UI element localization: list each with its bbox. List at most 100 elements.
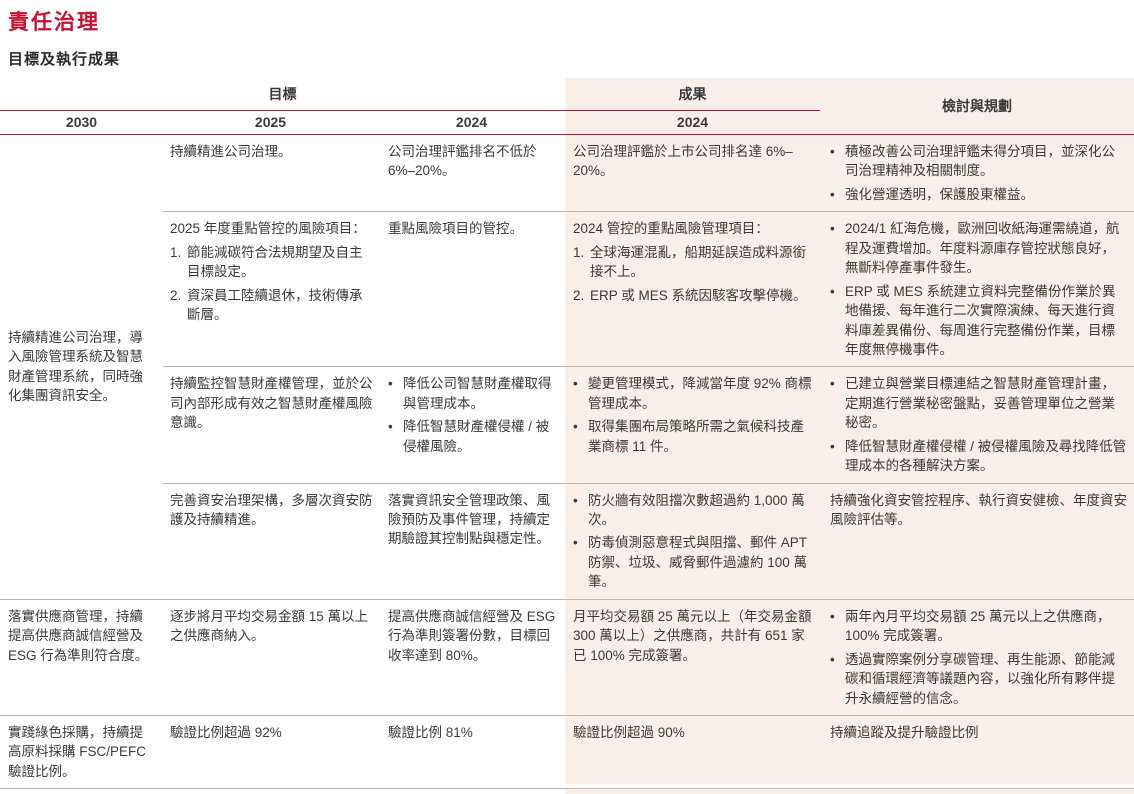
cell-paragraph: 月平均交易額 25 萬元以上（年交易金額 300 萬以上）之供應商，共計有 65… <box>573 608 812 663</box>
cell-paragraph: 驗證比例超過 92% <box>170 724 282 740</box>
cell-paragraph: 2024 管控的重點風險管理項目： <box>573 221 769 237</box>
table-header: 目標 成果 2030 2025 2024 2024 檢討與規劃 <box>0 78 1134 135</box>
page-title: 責任治理 <box>8 11 100 34</box>
cell-result-2024: 2024 管控的重點風險管理項目： 1. 全球海運混亂，船期延誤造成料源銜接不上。 2… <box>565 212 820 367</box>
cell-list-item: • 防火牆有效阻擋次數超過約 1,000 萬次。 <box>573 491 812 530</box>
cell-list-item: • 降低智慧財產權侵權 / 被侵權風險及尋找降低管理成本的各種解決方案。 <box>830 437 1128 476</box>
cell-paragraph: 落實資訊安全管理政策、風險預防及事件管理，持續定期驗證其控制點與穩定性。 <box>388 492 550 547</box>
item-text: 防火牆有效阻擋次數超過約 1,000 萬次。 <box>588 492 805 527</box>
cell-list-item: • 降低智慧財產權侵權 / 被侵權風險。 <box>388 417 559 456</box>
cell-list-item: • 變更管理模式，降減當年度 92% 商標管理成本。 <box>573 374 812 413</box>
cell-goal-2024: 提高供應商誠信經營及 ESG 行為準則簽署份數，目標回收率達到 80%。 <box>378 600 565 715</box>
cell-paragraph: 實踐綠色採購，持續提高原料採購 FSC/PEFC 驗證比例。 <box>8 724 147 779</box>
cell-paragraph: 持續強化資安管控程序、執行資安健檢、年度資安風險評估等。 <box>830 492 1127 527</box>
cell-list-item: • 已建立與營業目標連結之智慧財產管理計畫，定期進行營業秘密盤點，妥善管理單位之營… <box>830 374 1128 432</box>
cell-goal-2024: 落實資訊安全管理政策、風險預防及事件管理，持續定期驗證其控制點與穩定性。 <box>378 484 565 599</box>
number-marker: 1. <box>170 244 182 260</box>
item-text: 強化營運透明，保護股東權益。 <box>845 186 1034 202</box>
item-text: 資深員工陸續退休，技術傳承斷層。 <box>187 287 363 323</box>
cell-list-item: 1. 節能減碳符合法規期望及自主目標設定。 <box>170 243 373 282</box>
cell-goal-2030: 持續精進公司治理，導入風險管理系統及智慧財產管理系統，同時強化集團資訊安全。 <box>0 135 163 599</box>
table-tail-band <box>0 789 1134 794</box>
item-text: 節能減碳符合法規期望及自主目標設定。 <box>187 244 363 280</box>
cell-result-2024: 公司治理評鑑於上市公司排名達 6%–20%。 <box>565 135 820 212</box>
table-row: 持續精進公司治理。 公司治理評鑑排名不低於 6%–20%。 公司治理評鑑於上市公司排… <box>163 135 1134 212</box>
cell-paragraph: 驗證比例 81% <box>388 724 473 740</box>
cell-paragraph: 落實供應商管理，持續提高供應商誠信經營及 ESG 行為準則符合度。 <box>8 608 149 663</box>
bullet-marker: • <box>573 492 578 508</box>
cell-result-2024: 驗證比例超過 90% <box>565 715 820 784</box>
section-title: 目標及執行成果 <box>8 51 121 68</box>
item-text: 已建立與營業目標連結之智慧財產管理計畫，定期進行營業秘密盤點，妥善管理單位之營業… <box>845 376 1115 431</box>
header-year-row: 2030 2025 2024 2024 <box>0 111 820 134</box>
cell-review: • 積極改善公司治理評鑑未得分項目，並深化公司治理精神及相關制度。 • 強化營運透明，… <box>820 135 1134 212</box>
table-row-group: 實踐綠色採購，持續提高原料採購 FSC/PEFC 驗證比例。 驗證比例超過 92%… <box>0 714 1134 788</box>
number-marker: 2. <box>573 287 585 303</box>
cell-paragraph: 持續追蹤及提升驗證比例 <box>830 724 979 740</box>
table-row-group: 持續精進公司治理，導入風險管理系統及智慧財產管理系統，同時強化集團資訊安全。 持續… <box>0 135 1134 599</box>
table-body: 持續精進公司治理，導入風險管理系統及智慧財產管理系統，同時強化集團資訊安全。 持續… <box>0 135 1134 790</box>
cell-review: 持續追蹤及提升驗證比例 <box>820 715 1134 784</box>
table-row: 持續監控智慧財產權管理，並於公司內部形成有效之智慧財產權風險意識。 • 降低公司智慧… <box>163 366 1134 483</box>
table-row: 逐步將月平均交易金額 15 萬以上之供應商納入。 提高供應商誠信經營及 ESG 行… <box>163 599 1134 715</box>
cell-paragraph: 完善資安治理架構，多層次資安防護及持續精進。 <box>170 492 373 527</box>
cell-paragraph: 持續監控智慧財產權管理，並於公司內部形成有效之智慧財產權風險意識。 <box>170 376 373 431</box>
item-text: ERP 或 MES 系統因駭客攻擊停機。 <box>590 287 807 303</box>
cell-list-item: • 2024/1 紅海危機，歐洲回收紙海運需繞道，航程及運費增加。年度料源庫存管控… <box>830 219 1128 277</box>
cell-review: • 兩年內月平均交易額 25 萬元以上之供應商，100% 完成簽署。 • 透過實際案例… <box>820 599 1134 715</box>
cell-goal-2024: • 降低公司智慧財產權取得與管理成本。 • 降低智慧財產權侵權 / 被侵權風險。 <box>378 367 565 482</box>
item-text: 變更管理模式，降減當年度 92% 商標管理成本。 <box>588 376 812 411</box>
item-text: 防毒偵測惡意程式與阻擋、郵件 APT 防禦、垃圾、威脅郵件過濾約 100 萬筆。 <box>588 535 808 590</box>
bullet-marker: • <box>573 376 578 392</box>
item-text: 降低公司智慧財產權取得與管理成本。 <box>403 376 552 411</box>
number-marker: 2. <box>170 287 182 303</box>
cell-list-item: 2. ERP 或 MES 系統因駭客攻擊停機。 <box>573 286 812 305</box>
cell-paragraph: 重點風險項目的管控。 <box>388 221 523 237</box>
cell-goal-2025: 持續監控智慧財產權管理，並於公司內部形成有效之智慧財產權風險意識。 <box>163 367 378 482</box>
bullet-marker: • <box>573 535 578 551</box>
cell-goal-2025: 2025 年度重點管控的風險項目： 1. 節能減碳符合法規期望及自主目標設定。 2. 資… <box>163 212 378 366</box>
bullet-marker: • <box>830 186 835 202</box>
column-group-result: 成果 <box>565 78 820 111</box>
column-header-2030: 2030 <box>65 114 98 131</box>
cell-list-item: 1. 全球海運混亂，船期延誤造成料源銜接不上。 <box>573 243 812 282</box>
goals-results-table: 目標 成果 2030 2025 2024 2024 檢討與規劃 持續精進公司治理… <box>0 78 1134 794</box>
cell-list-item: • 強化營運透明，保護股東權益。 <box>830 185 1128 204</box>
row-stack: 逐步將月平均交易金額 15 萬以上之供應商納入。 提高供應商誠信經營及 ESG 行… <box>163 599 1134 715</box>
item-text: ERP 或 MES 系統建立資料完整備份作業於異地備援、每年進行二次實際演練、每… <box>845 283 1116 357</box>
item-text: 降低智慧財產權侵權 / 被侵權風險。 <box>403 419 550 454</box>
item-text: 透過實際案例分享碳管理、再生能源、節能減碳和循環經濟等議題內容，以強化所有夥伴提… <box>845 651 1115 706</box>
bullet-marker: • <box>573 419 578 435</box>
item-text: 全球海運混亂，船期延誤造成料源銜接不上。 <box>590 244 806 280</box>
bullet-marker: • <box>830 221 835 237</box>
cell-review: • 已建立與營業目標連結之智慧財產管理計畫，定期進行營業秘密盤點，妥善管理單位之營… <box>820 367 1134 483</box>
item-text: 取得集團布局策略所需之氣候科技產業商標 11 件。 <box>588 419 804 454</box>
cell-paragraph: 公司治理評鑑排名不低於 6%–20%。 <box>388 144 537 179</box>
bullet-marker: • <box>388 376 393 392</box>
header-group-row: 目標 成果 <box>0 78 820 111</box>
cell-goal-2024: 公司治理評鑑排名不低於 6%–20%。 <box>378 135 565 211</box>
bullet-marker: • <box>830 283 835 299</box>
item-text: 2024/1 紅海危機，歐洲回收紙海運需繞道，航程及運費增加。年度料源庫存管控狀… <box>845 221 1120 276</box>
column-group-goal: 目標 <box>0 78 565 111</box>
cell-result-2024: • 防火牆有效阻擋次數超過約 1,000 萬次。 • 防毒偵測惡意程式與阻擋、郵件 A… <box>565 483 820 599</box>
table-row: 驗證比例超過 92% 驗證比例 81% 驗證比例超過 90% 持續追蹤及提升驗證比例 <box>163 715 1134 784</box>
bullet-marker: • <box>830 144 835 159</box>
cell-paragraph: 提高供應商誠信經營及 ESG 行為準則簽署份數，目標回收率達到 80%。 <box>388 608 556 663</box>
column-header-review: 檢討與規劃 <box>820 78 1134 134</box>
cell-paragraph: 公司治理評鑑於上市公司排名達 6%–20%。 <box>573 144 793 179</box>
bullet-marker: • <box>830 608 835 624</box>
cell-paragraph: 2025 年度重點管控的風險項目： <box>170 221 366 237</box>
cell-paragraph: 持續精進公司治理。 <box>170 144 292 159</box>
cell-review: • 2024/1 紅海危機，歐洲回收紙海運需繞道，航程及運費增加。年度料源庫存管控… <box>820 212 1134 367</box>
cell-paragraph: 驗證比例超過 90% <box>573 724 685 740</box>
cell-paragraph: 持續精進公司治理，導入風險管理系統及智慧財產管理系統，同時強化集團資訊安全。 <box>8 330 143 404</box>
row-stack: 持續精進公司治理。 公司治理評鑑排名不低於 6%–20%。 公司治理評鑑於上市公司排… <box>163 135 1134 599</box>
cell-result-2024: 月平均交易額 25 萬元以上（年交易金額 300 萬以上）之供應商，共計有 65… <box>565 599 820 715</box>
row-stack: 驗證比例超過 92% 驗證比例 81% 驗證比例超過 90% 持續追蹤及提升驗證比例 <box>163 715 1134 788</box>
item-text: 兩年內月平均交易額 25 萬元以上之供應商，100% 完成簽署。 <box>845 608 1111 644</box>
cell-goal-2030: 落實供應商管理，持續提高供應商誠信經營及 ESG 行為準則符合度。 <box>0 600 163 715</box>
cell-review: 持續強化資安管控程序、執行資安健檢、年度資安風險評估等。 <box>820 483 1134 599</box>
bullet-marker: • <box>830 376 835 392</box>
table-row-group: 落實供應商管理，持續提高供應商誠信經營及 ESG 行為準則符合度。 逐步將月平均交… <box>0 598 1134 715</box>
